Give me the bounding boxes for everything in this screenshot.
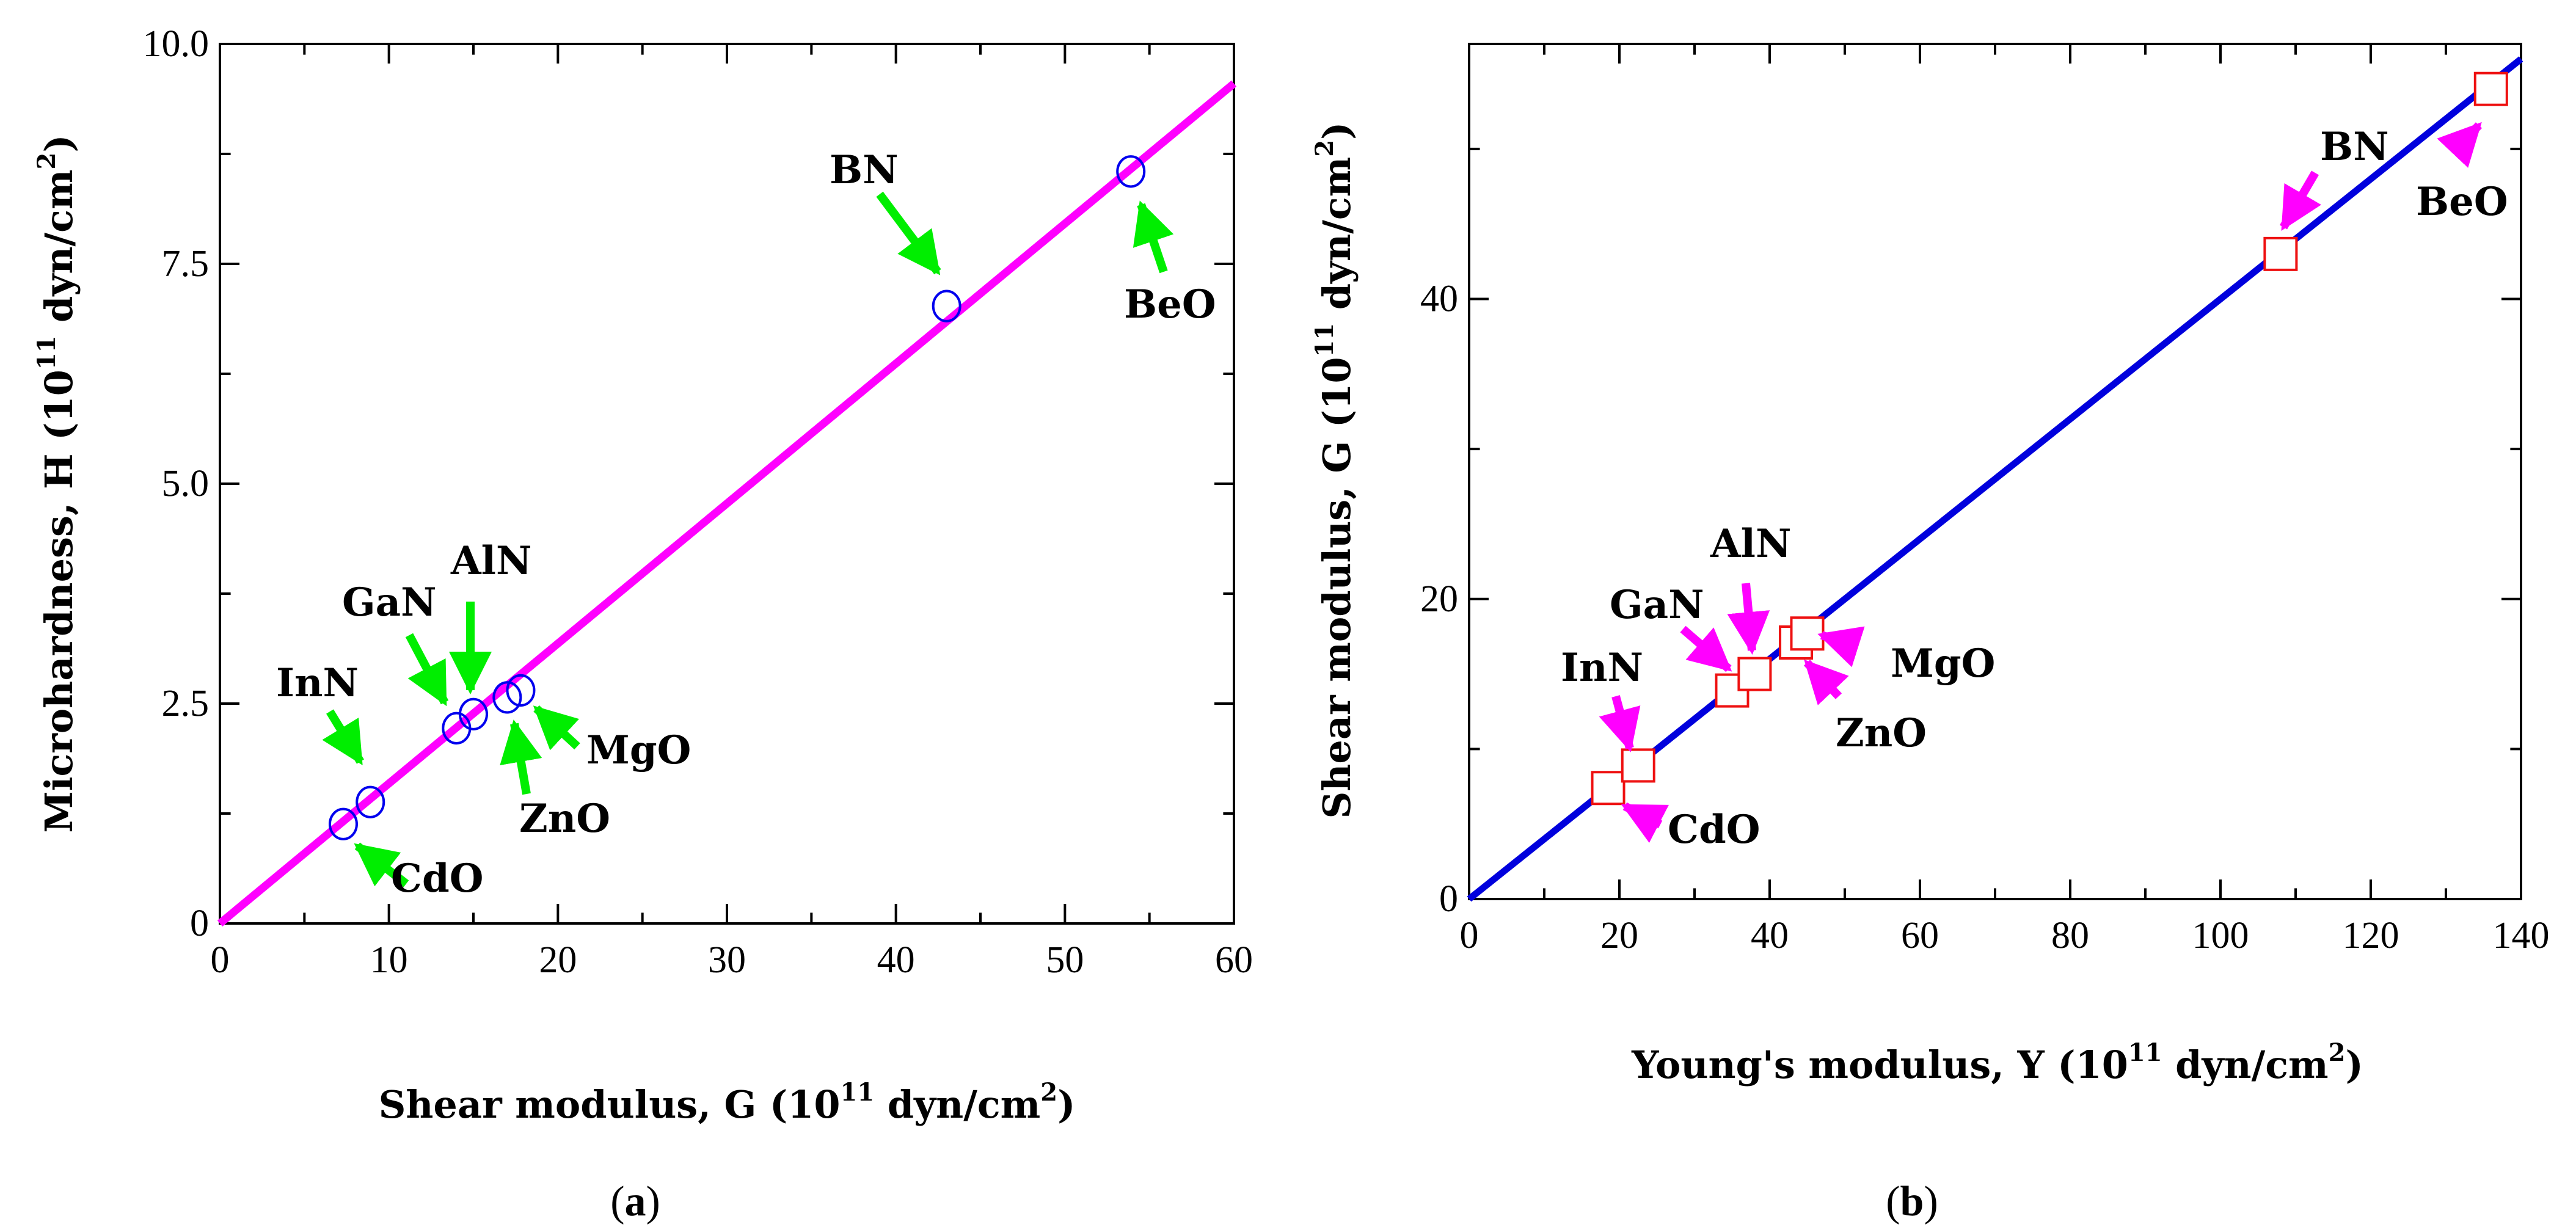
point-label-aln: AlN [1710, 521, 1791, 567]
data-point-inn [356, 785, 385, 818]
data-point-cdo [328, 807, 358, 840]
point-label-zno: ZnO [1836, 710, 1927, 756]
point-label-cdo: CdO [391, 856, 483, 901]
arrow-gan [1680, 625, 1732, 672]
point-label-inn: InN [1561, 645, 1643, 691]
point-label-cdo: CdO [1668, 807, 1760, 853]
panel-a-ticks [219, 43, 1235, 925]
point-label-inn: InN [276, 660, 359, 706]
x-tick-label: 120 [2343, 915, 2399, 956]
data-point-cdo [1591, 771, 1626, 806]
arrow-inn [322, 709, 364, 765]
panel-b-arrows [1599, 122, 2483, 843]
panel-a-plot-frame [219, 43, 1235, 925]
panel-a-y-axis-label: Microhardness, H (1011 dyn/cm2) [32, 134, 81, 832]
point-label-bn: BN [2320, 124, 2389, 170]
y-tick-label: 5.0 [162, 463, 210, 504]
x-tick-label: 50 [1046, 939, 1084, 981]
data-point-bn [2263, 236, 2298, 271]
x-tick-label: 20 [539, 939, 577, 981]
x-tick-label: 30 [708, 939, 746, 981]
panel-b-y-axis-label: Shear modulus, G (1011 dyn/cm2) [1310, 122, 1359, 819]
point-label-gan: GaN [342, 580, 437, 625]
y-tick-label: 20 [1420, 578, 1458, 620]
data-point-beo [2473, 71, 2508, 106]
x-tick-label: 60 [1901, 915, 1939, 956]
y-tick-label: 10.0 [143, 23, 210, 65]
point-label-beo: BeO [1124, 282, 1216, 327]
data-point-zno [492, 681, 522, 714]
point-label-zno: ZnO [519, 796, 610, 842]
point-label-bn: BN [830, 147, 899, 193]
panel-b-x-axis-label: Young's modulus, Y (1011 dyn/cm2) [1631, 1038, 2363, 1087]
arrow-bn [876, 191, 941, 275]
data-point-aln [1737, 657, 1772, 691]
x-tick-label: 60 [1215, 939, 1253, 981]
point-label-mgo: MgO [1891, 641, 1995, 686]
y-tick-label: 7.5 [162, 243, 210, 285]
y-tick-label: 0 [1439, 878, 1458, 920]
point-label-gan: GaN [1610, 582, 1704, 628]
arrow-mgo [1817, 626, 1865, 668]
panel-a-x-tick-labels: 0 10 20 30 40 50 60 [211, 939, 1253, 981]
arrow-bn [2279, 170, 2322, 231]
x-tick-label: 40 [1751, 915, 1789, 956]
panel-a-point-labels: CdO InN GaN AlN ZnO MgO BN BeO [276, 147, 1216, 901]
arrow-aln [1727, 583, 1770, 655]
panel-a-y-tick-labels: 0 2.5 5.0 7.5 10.0 [143, 23, 210, 944]
panel-b-y-tick-labels: 0 20 40 [1420, 279, 1458, 920]
arrow-mgo [533, 705, 580, 751]
data-point-mgo [506, 674, 536, 707]
x-tick-label: 80 [2051, 915, 2089, 956]
panel-a-chart: 0 10 20 30 40 50 60 0 2.5 5.0 7.5 10.0 CdO InN GaN Al… [32, 23, 1253, 1225]
point-label-beo: BeO [2416, 179, 2508, 225]
x-tick-label: 100 [2192, 915, 2249, 956]
x-tick-label: 10 [370, 939, 408, 981]
y-tick-label: 2.5 [162, 683, 210, 724]
panel-b-x-tick-labels: 0 20 40 60 80 100 120 140 [1460, 915, 2550, 956]
panel-a-data-points [328, 155, 1146, 840]
x-tick-label: 40 [877, 939, 915, 981]
point-label-aln: AlN [450, 538, 531, 584]
arrow-beo [1133, 200, 1174, 274]
y-tick-label: 40 [1420, 279, 1458, 320]
data-point-aln [459, 697, 488, 730]
arrow-inn [1599, 695, 1641, 752]
x-tick-label: 20 [1600, 915, 1638, 956]
arrow-gan [405, 633, 449, 707]
panel-b-ticks [1468, 44, 2522, 900]
panel-b-caption: (b) [1886, 1178, 1938, 1225]
point-label-mgo: MgO [586, 727, 691, 773]
data-point-bn [932, 289, 961, 322]
panel-a-arrows [322, 191, 1174, 887]
x-tick-label: 0 [1460, 915, 1479, 956]
panel-a-caption: (a) [610, 1178, 660, 1225]
x-tick-label: 140 [2493, 915, 2550, 956]
arrow-zno [1803, 659, 1849, 705]
data-point-beo [1116, 155, 1146, 188]
arrow-zno [500, 719, 542, 795]
panel-a-fit-line [217, 80, 1237, 927]
y-tick-label: 0 [190, 903, 209, 944]
panel-a-x-axis-label: Shear modulus, G (1011 dyn/cm2) [379, 1078, 1076, 1127]
x-tick-label: 0 [211, 939, 230, 981]
data-point-mgo [1790, 616, 1825, 651]
arrow-cdo [354, 842, 409, 887]
arrow-cdo [1621, 802, 1669, 843]
arrow-beo [2437, 122, 2483, 168]
data-point-inn [1621, 748, 1655, 783]
